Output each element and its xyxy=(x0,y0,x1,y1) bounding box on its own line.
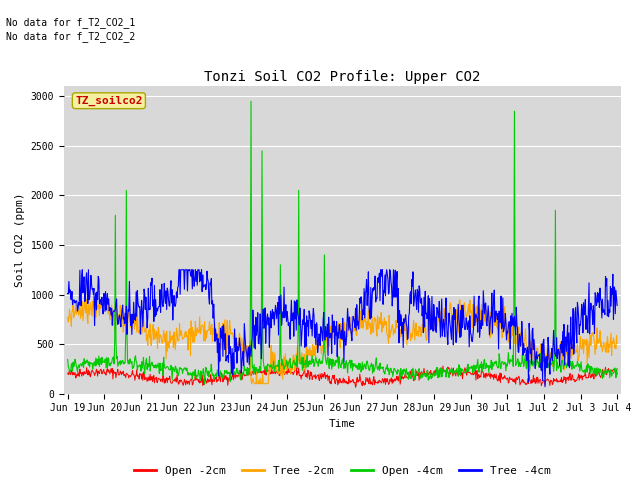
Open -4cm xyxy=(479,361,486,367)
Open -2cm xyxy=(352,384,360,390)
Tree -4cm xyxy=(478,308,486,313)
X-axis label: Time: Time xyxy=(329,419,356,429)
Line: Open -2cm: Open -2cm xyxy=(68,366,617,387)
Text: No data for f_T2_CO2_1: No data for f_T2_CO2_1 xyxy=(6,17,136,28)
Open -4cm xyxy=(124,358,131,364)
Tree -2cm xyxy=(124,314,132,320)
Open -4cm xyxy=(201,381,209,387)
Line: Tree -4cm: Tree -4cm xyxy=(68,270,617,387)
Tree -4cm xyxy=(539,378,547,384)
Open -2cm xyxy=(439,363,447,369)
Open -2cm xyxy=(207,372,214,378)
Open -2cm xyxy=(613,372,621,377)
Line: Open -4cm: Open -4cm xyxy=(68,101,617,384)
Open -2cm xyxy=(456,370,464,375)
Tree -4cm xyxy=(613,302,621,308)
Open -4cm xyxy=(64,357,72,362)
Tree -2cm xyxy=(479,316,486,322)
Tree -2cm xyxy=(81,297,88,302)
Tree -4cm xyxy=(299,317,307,323)
Open -2cm xyxy=(124,372,131,377)
Open -4cm xyxy=(247,98,255,104)
Text: No data for f_T2_CO2_2: No data for f_T2_CO2_2 xyxy=(6,31,136,42)
Tree -2cm xyxy=(248,381,255,386)
Tree -2cm xyxy=(207,323,215,329)
Tree -2cm xyxy=(64,314,72,320)
Open -2cm xyxy=(298,373,306,379)
Text: TZ_soilco2: TZ_soilco2 xyxy=(75,96,143,106)
Tree -2cm xyxy=(456,298,464,303)
Tree -4cm xyxy=(79,267,86,273)
Tree -2cm xyxy=(540,346,547,352)
Y-axis label: Soil CO2 (ppm): Soil CO2 (ppm) xyxy=(15,193,25,287)
Tree -4cm xyxy=(124,307,132,312)
Legend: Open -2cm, Tree -2cm, Open -4cm, Tree -4cm: Open -2cm, Tree -2cm, Open -4cm, Tree -4… xyxy=(129,461,556,480)
Tree -2cm xyxy=(613,340,621,346)
Tree -4cm xyxy=(541,384,549,390)
Open -2cm xyxy=(540,379,547,385)
Line: Tree -2cm: Tree -2cm xyxy=(68,300,617,384)
Tree -4cm xyxy=(456,325,463,331)
Open -4cm xyxy=(456,372,464,378)
Open -4cm xyxy=(540,359,547,364)
Title: Tonzi Soil CO2 Profile: Upper CO2: Tonzi Soil CO2 Profile: Upper CO2 xyxy=(204,70,481,84)
Tree -4cm xyxy=(64,291,72,297)
Tree -4cm xyxy=(207,276,215,281)
Open -4cm xyxy=(300,365,307,371)
Open -2cm xyxy=(479,369,486,374)
Open -2cm xyxy=(64,370,72,376)
Open -4cm xyxy=(613,366,621,372)
Open -4cm xyxy=(207,361,215,367)
Tree -2cm xyxy=(300,368,307,374)
